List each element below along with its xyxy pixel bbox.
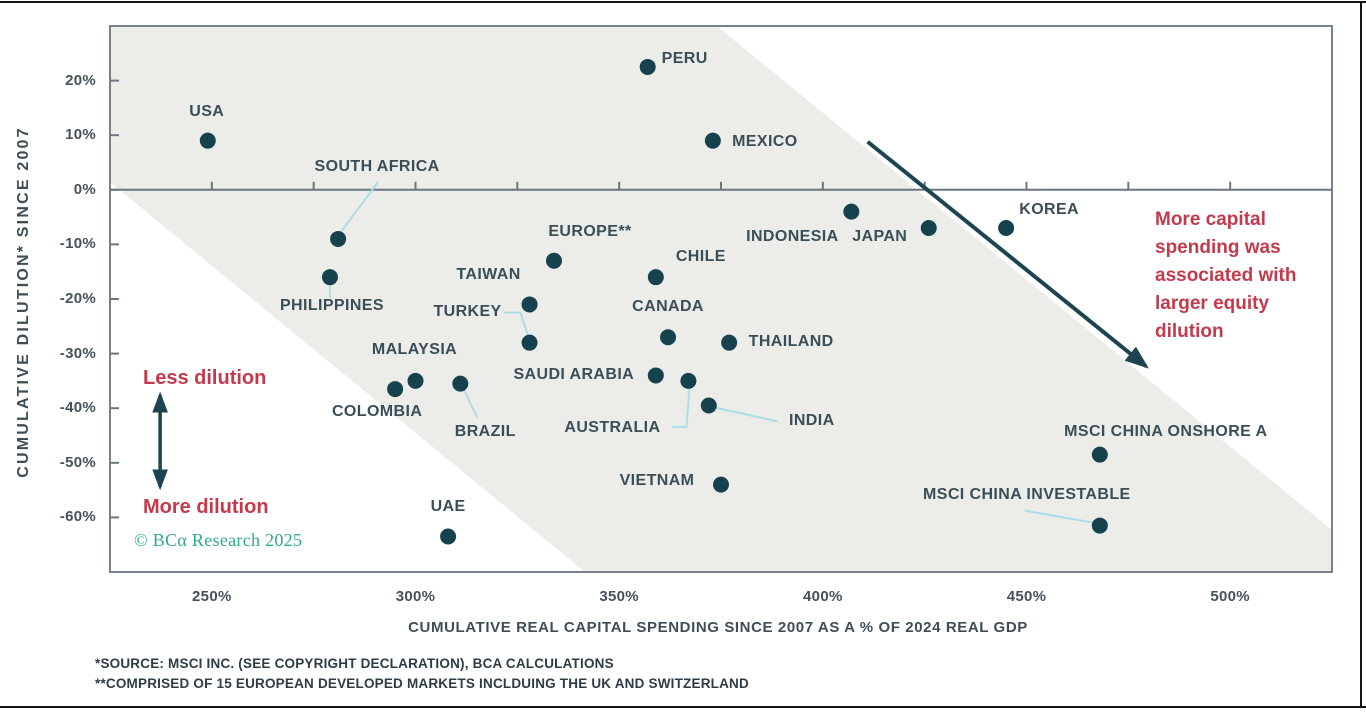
data-point-peru	[639, 58, 656, 75]
data-label-taiwan: TAIWAN	[456, 266, 521, 284]
x-tick-label-450: 450%	[1006, 588, 1047, 605]
data-point-msci-china-onshore-a	[1091, 446, 1108, 463]
page-border-top	[0, 1, 1366, 3]
data-point-mexico	[704, 132, 721, 149]
data-point-thailand	[721, 334, 738, 351]
leader-line-turkey	[504, 311, 530, 338]
data-point-colombia	[387, 381, 404, 398]
annotation-more-capital-spending: More capital spending was associated wit…	[1155, 206, 1297, 346]
y-tick-label--40: -40%	[59, 399, 96, 417]
annotation-line: More capital	[1155, 209, 1266, 230]
data-label-usa: USA	[189, 102, 225, 120]
data-point-brazil	[452, 375, 469, 392]
y-tick-label--60: -60%	[59, 508, 96, 526]
data-point-usa	[199, 132, 216, 149]
shaded-band	[110, 26, 1332, 572]
data-point-taiwan	[521, 296, 538, 313]
data-label-japan: JAPAN	[852, 228, 908, 246]
annotation-line: associated with	[1155, 265, 1297, 286]
data-label-mexico: MEXICO	[732, 132, 798, 150]
bca-research-copyright: © BCα Research 2025	[134, 530, 303, 550]
data-point-korea	[998, 220, 1015, 237]
leader-line-india	[714, 406, 778, 423]
y-axis-title: CUMULATIVE DILUTION* SINCE 2007	[15, 126, 32, 478]
data-label-msci-china-onshore-a: MSCI CHINA ONSHORE A	[1064, 422, 1268, 440]
y-tick-label--30: -30%	[59, 344, 96, 362]
data-label-south-africa: SOUTH AFRICA	[314, 157, 440, 175]
data-point-australia	[680, 372, 697, 389]
data-point-canada	[660, 329, 677, 346]
annotation-line: spending was	[1155, 237, 1281, 258]
capital-spending-arrow	[866, 140, 1149, 369]
y-tick-label--50: -50%	[59, 453, 96, 471]
data-label-uae: UAE	[430, 497, 466, 515]
data-label-australia: AUSTRALIA	[564, 418, 661, 436]
data-label-peru: PERU	[661, 49, 708, 67]
data-point-indonesia	[843, 203, 860, 220]
leader-line-msci-china-investable	[1024, 509, 1093, 524]
data-point-malaysia	[407, 372, 424, 389]
data-point-msci-china-investable	[1091, 517, 1108, 534]
annotation-line: dilution	[1155, 321, 1224, 342]
x-tick-label-500: 500%	[1210, 588, 1250, 605]
data-point-india	[700, 397, 717, 414]
leader-line-brazil	[462, 388, 479, 419]
leader-line-australia	[672, 388, 691, 428]
leader-line-south-africa	[339, 181, 379, 234]
data-label-brazil: BRAZIL	[454, 422, 516, 440]
data-label-europe: EUROPE**	[548, 222, 632, 240]
footnote-source: *SOURCE: MSCI INC. (SEE COPYRIGHT DECLAR…	[95, 656, 614, 671]
data-label-indonesia: INDONESIA	[746, 227, 839, 245]
data-point-europe	[545, 252, 562, 269]
data-label-msci-china-investable: MSCI CHINA INVESTABLE	[923, 485, 1131, 503]
x-axis-title: CUMULATIVE REAL CAPITAL SPENDING SINCE 2…	[408, 619, 1028, 636]
data-label-saudi-arabia: SAUDI ARABIA	[513, 366, 635, 384]
data-label-chile: CHILE	[675, 248, 726, 266]
data-point-vietnam	[713, 476, 729, 493]
y-tick-label-0: 0%	[73, 180, 96, 198]
annotation-less-dilution: Less dilution	[143, 367, 267, 389]
annotation-more-dilution: More dilution	[143, 496, 269, 518]
data-point-philippines	[321, 269, 338, 286]
data-label-colombia: COLOMBIA	[331, 403, 423, 421]
data-point-south-africa	[330, 230, 347, 247]
y-tick-label-20: 20%	[65, 71, 96, 89]
data-point-chile	[647, 269, 664, 286]
data-point-turkey	[521, 334, 538, 351]
footnote-europe-definition: **COMPRISED OF 15 EUROPEAN DEVELOPED MAR…	[95, 676, 749, 691]
data-point-uae	[440, 528, 457, 545]
data-label-india: INDIA	[788, 412, 835, 430]
data-label-korea: KOREA	[1019, 201, 1080, 219]
page-border-right	[1360, 1, 1362, 708]
data-label-canada: CANADA	[632, 298, 704, 316]
annotation-line: larger equity	[1155, 293, 1270, 314]
x-tick-label-250: 250%	[192, 588, 232, 605]
data-label-turkey: TURKEY	[433, 302, 502, 320]
data-label-vietnam: VIETNAM	[619, 471, 695, 489]
data-label-thailand: THAILAND	[748, 332, 834, 350]
data-label-philippines: PHILIPPINES	[279, 297, 384, 315]
y-tick-label-10: 10%	[65, 126, 96, 144]
data-point-japan	[920, 220, 937, 237]
y-tick-label--20: -20%	[59, 290, 96, 307]
x-tick-label-300: 300%	[395, 588, 436, 605]
y-tick-label--10: -10%	[59, 235, 96, 253]
x-tick-label-350: 350%	[599, 588, 639, 605]
data-label-malaysia: MALAYSIA	[371, 340, 458, 358]
x-tick-label-400: 400%	[803, 588, 843, 605]
page-border-bottom	[0, 706, 1366, 708]
data-point-saudi-arabia	[647, 367, 664, 384]
